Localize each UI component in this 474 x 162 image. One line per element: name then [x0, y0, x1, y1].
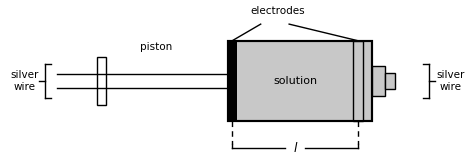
Text: l: l [293, 142, 297, 155]
Bar [228, 41, 372, 121]
Bar [228, 41, 237, 121]
Bar [385, 73, 395, 89]
Text: piston: piston [140, 42, 173, 52]
Bar [97, 57, 106, 105]
Bar [353, 41, 363, 121]
Bar [372, 66, 385, 96]
Text: solution: solution [273, 76, 317, 86]
Bar [228, 41, 372, 121]
Text: silver
wire: silver wire [436, 70, 465, 92]
Text: electrodes: electrodes [250, 6, 305, 16]
Text: silver
wire: silver wire [10, 70, 39, 92]
